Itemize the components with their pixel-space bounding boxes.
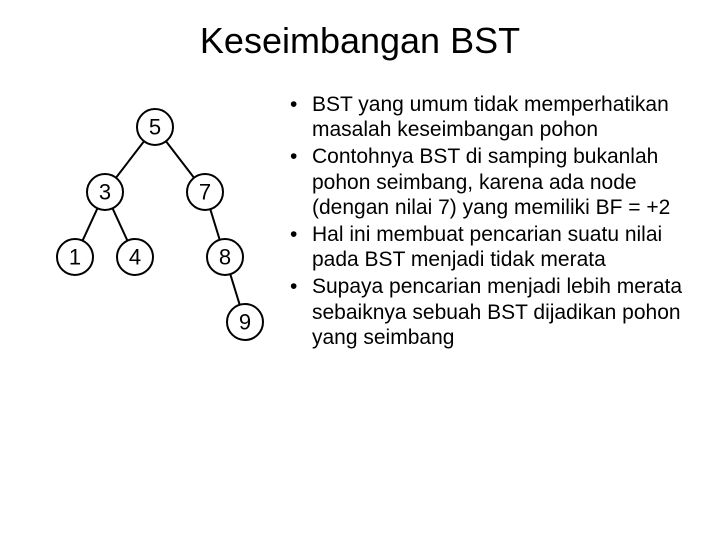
bst-tree-diagram: 5 3 7 1 4 8 9 (50, 92, 280, 412)
tree-edge (83, 208, 98, 240)
tree-node-label: 5 (149, 115, 161, 140)
tree-node-label: 4 (129, 245, 141, 270)
bullet-item: Supaya pencarian menjadi lebih merata se… (290, 274, 690, 350)
bullet-item: BST yang umum tidak memperhatikan masala… (290, 92, 690, 142)
tree-node-label: 9 (239, 310, 251, 335)
tree-edge (210, 209, 219, 240)
bullet-list: BST yang umum tidak memperhatikan masala… (280, 92, 720, 412)
page-title: Keseimbangan BST (0, 0, 720, 62)
tree-edge (113, 208, 128, 240)
bullet-item: Contohnya BST di samping bukanlah pohon … (290, 144, 690, 220)
bullet-item: Hal ini membuat pencarian suatu nilai pa… (290, 222, 690, 272)
tree-node-label: 7 (199, 180, 211, 205)
content-area: 5 3 7 1 4 8 9 BST yang umum tidak memperhatika… (0, 92, 720, 412)
tree-edge (230, 274, 239, 305)
tree-node-label: 3 (99, 180, 111, 205)
tree-svg: 5 3 7 1 4 8 9 (50, 92, 280, 372)
tree-edge (166, 141, 194, 177)
tree-node-label: 8 (219, 245, 231, 270)
tree-node-label: 1 (69, 245, 81, 270)
tree-edge (116, 141, 144, 177)
